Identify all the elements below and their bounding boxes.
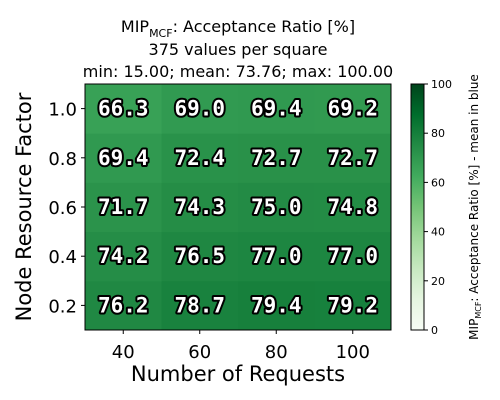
cell-value-label: 74.3 — [174, 195, 225, 219]
cell-value-label: 76.5 — [174, 244, 225, 268]
cell-value-label: 72.7 — [251, 146, 302, 170]
cell-value-label: 72.4 — [174, 146, 225, 170]
heatmap-cell — [314, 231, 392, 282]
cell-value-label: 71.7 — [98, 195, 149, 219]
cell-value-label: 74.2 — [98, 244, 149, 268]
y-axis-ticks: 0.2 0.4 0.6 0.8 1.0 — [48, 100, 85, 317]
colorbar — [410, 83, 425, 331]
title-subscript: MCF — [149, 27, 173, 40]
x-tick-label: 100 — [336, 342, 370, 363]
x-axis-ticks: 40 60 80 100 — [112, 330, 370, 363]
heatmap-cell — [161, 280, 239, 331]
heatmap-cell — [238, 133, 315, 183]
cell-value-label: 72.7 — [327, 146, 378, 170]
y-tick-label: 0.2 — [48, 296, 77, 317]
heatmap-cell — [238, 84, 315, 134]
cell-value-label: 74.8 — [327, 195, 378, 219]
cell-value-label: 69.4 — [251, 97, 302, 121]
colorbar-ticks: 0 20 40 60 80 100 — [424, 78, 452, 337]
x-axis-label: Number of Requests — [131, 362, 345, 386]
cell-value-label: 66.3 — [98, 97, 149, 121]
heatmap-cell — [161, 84, 239, 134]
heatmap-cell — [238, 280, 315, 331]
heatmap-cell — [161, 231, 239, 282]
cell-value-label: 75.0 — [251, 195, 302, 219]
x-tick-label: 80 — [265, 342, 288, 363]
heatmap-cell — [85, 280, 162, 331]
y-tick-label: 1.0 — [48, 100, 77, 121]
colorbar-tick-label: 80 — [431, 127, 445, 140]
heatmap-cell — [85, 84, 162, 134]
x-tick-label: 60 — [188, 342, 211, 363]
heatmap-cell — [161, 133, 239, 183]
heatmap-cell — [85, 231, 162, 282]
heatmap-cell — [314, 182, 392, 233]
heatmap-cell — [238, 182, 315, 233]
colorbar-tick-label: 60 — [431, 176, 445, 189]
colorbar-label-subscript: MCF — [474, 301, 483, 318]
y-axis-label: Node Resource Factor — [12, 92, 36, 321]
heatmap-cell — [161, 182, 239, 233]
cell-value-label: 79.4 — [251, 293, 302, 317]
y-tick-label: 0.8 — [48, 149, 77, 170]
heatmap-cell — [314, 84, 392, 134]
cell-value-label: 69.2 — [327, 97, 378, 121]
title-suffix: : Acceptance Ratio [%] — [173, 17, 356, 36]
chart-subtitle-line2: min: 15.00; mean: 73.76; max: 100.00 — [83, 62, 393, 81]
heatmap-cell — [238, 231, 315, 282]
colorbar-tick-label: 0 — [431, 324, 438, 337]
chart-subtitle-line1: 375 values per square — [149, 40, 328, 59]
y-tick-label: 0.6 — [48, 198, 77, 219]
heatmap-cells: 76.2 78.7 79.4 79.2 74.2 76.5 77.0 77.0 71.7 74.3… — [85, 84, 392, 331]
cell-value-label: 69.0 — [174, 97, 225, 121]
chart-title: MIPMCF: Acceptance Ratio [%] — [121, 17, 355, 40]
heatmap-cell — [314, 133, 392, 183]
cell-value-label: 69.4 — [98, 146, 149, 170]
colorbar-label-prefix: MIP — [467, 319, 481, 340]
cell-value-label: 79.2 — [327, 293, 378, 317]
cell-value-label: 77.0 — [251, 244, 302, 268]
cell-value-label: 78.7 — [174, 293, 225, 317]
colorbar-label: MIPMCF: Acceptance Ratio [%] - mean in b… — [467, 74, 483, 340]
cell-value-label: 76.2 — [98, 293, 149, 317]
colorbar-tick-label: 40 — [431, 226, 445, 239]
heatmap-cell — [314, 280, 392, 331]
colorbar-label-suffix: : Acceptance Ratio [%] - mean in blue — [467, 74, 481, 301]
x-tick-label: 40 — [112, 342, 135, 363]
cell-value-label: 77.0 — [327, 244, 378, 268]
heatmap-cell — [85, 133, 162, 183]
y-tick-label: 0.4 — [48, 247, 77, 268]
colorbar-tick-label: 20 — [431, 275, 445, 288]
colorbar-tick-label: 100 — [431, 78, 452, 91]
heatmap-cell — [85, 182, 162, 233]
title-prefix: MIP — [121, 17, 150, 36]
